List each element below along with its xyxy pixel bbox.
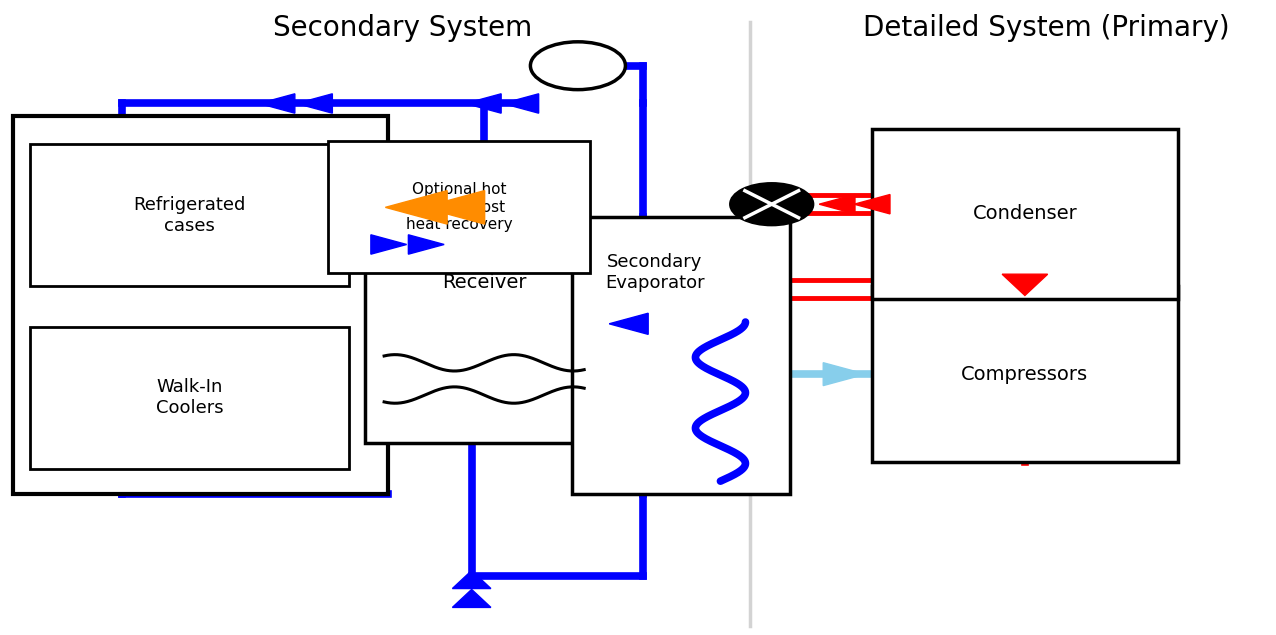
Polygon shape xyxy=(466,94,501,113)
Polygon shape xyxy=(259,94,295,113)
Text: Optional hot
fluid defrost
heat recovery: Optional hot fluid defrost heat recovery xyxy=(406,182,513,232)
Text: Secondary System: Secondary System xyxy=(273,14,532,42)
Text: Detailed System (Primary): Detailed System (Primary) xyxy=(864,14,1230,42)
Polygon shape xyxy=(453,589,491,608)
Bar xyxy=(31,144,350,286)
Polygon shape xyxy=(503,94,538,113)
Text: Walk-In
Coolers: Walk-In Coolers xyxy=(156,378,223,417)
Polygon shape xyxy=(1002,274,1048,295)
Bar xyxy=(872,286,1178,462)
Polygon shape xyxy=(823,363,865,385)
Bar xyxy=(872,129,1178,298)
Polygon shape xyxy=(408,235,444,254)
Text: Secondary
Evaporator: Secondary Evaporator xyxy=(605,253,704,291)
Text: Condenser: Condenser xyxy=(972,204,1077,223)
Polygon shape xyxy=(385,190,447,224)
Polygon shape xyxy=(609,313,648,335)
Polygon shape xyxy=(296,94,332,113)
Polygon shape xyxy=(453,570,491,589)
Polygon shape xyxy=(854,194,889,214)
Bar xyxy=(31,327,350,469)
Text: Compressors: Compressors xyxy=(961,364,1088,384)
Polygon shape xyxy=(371,235,407,254)
Text: Receiver: Receiver xyxy=(441,273,527,291)
Bar xyxy=(328,141,591,274)
Text: Refrigerated
cases: Refrigerated cases xyxy=(134,196,246,234)
Circle shape xyxy=(730,184,813,225)
Bar xyxy=(365,242,604,443)
Polygon shape xyxy=(422,190,485,224)
Polygon shape xyxy=(819,194,855,214)
Circle shape xyxy=(531,42,625,90)
Bar xyxy=(13,116,388,494)
Bar xyxy=(572,217,790,494)
